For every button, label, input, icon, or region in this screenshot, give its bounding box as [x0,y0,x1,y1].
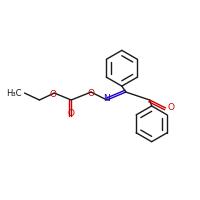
Text: N: N [104,94,110,103]
Text: O: O [168,103,175,112]
Text: O: O [50,90,57,99]
Text: H₃C: H₃C [6,89,22,98]
Text: O: O [68,109,75,118]
Text: O: O [88,89,95,98]
